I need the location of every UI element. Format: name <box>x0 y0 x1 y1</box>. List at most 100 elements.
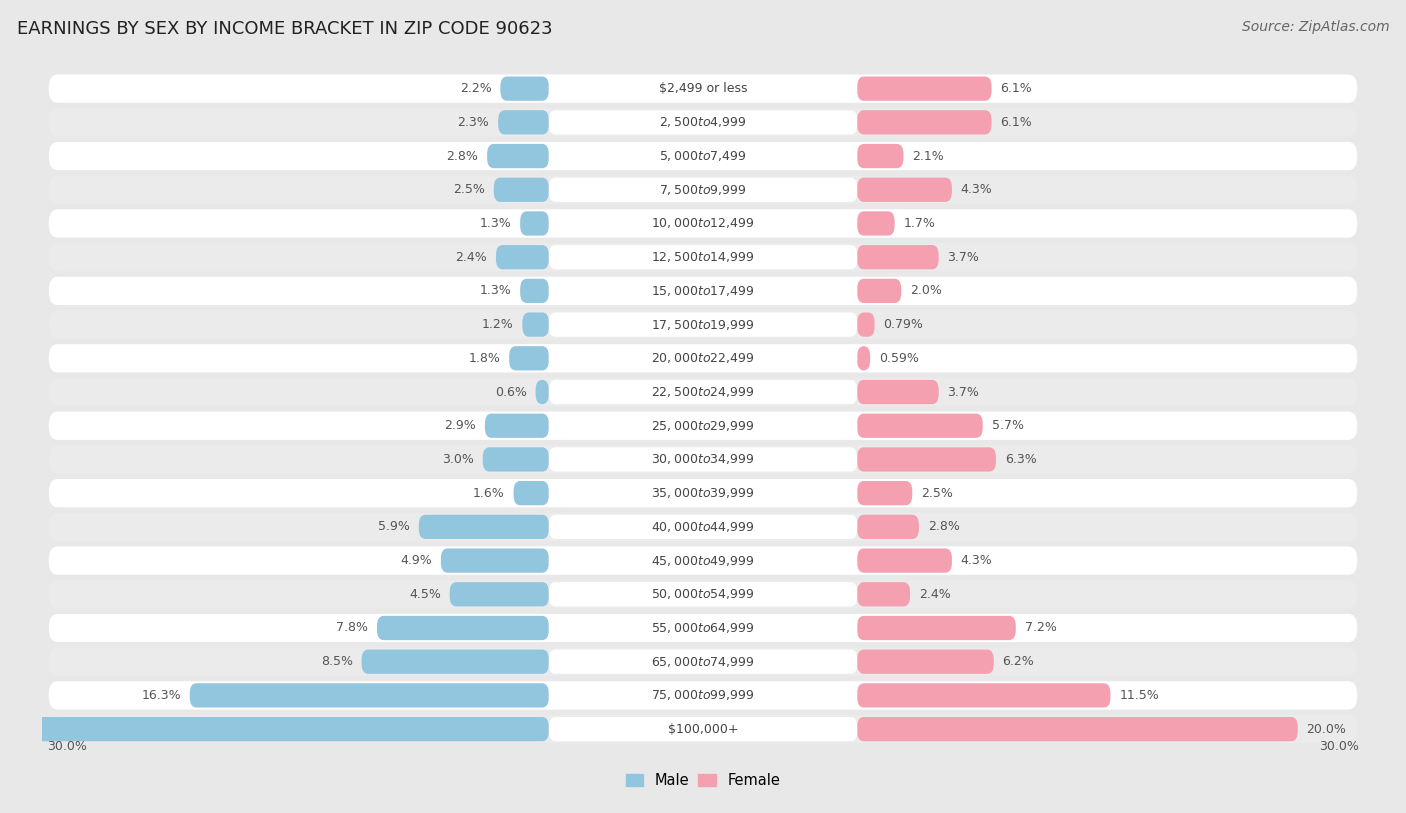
Text: 0.6%: 0.6% <box>495 385 527 398</box>
FancyBboxPatch shape <box>509 346 548 371</box>
Text: $10,000 to $12,499: $10,000 to $12,499 <box>651 216 755 230</box>
FancyBboxPatch shape <box>49 276 1357 305</box>
Text: $65,000 to $74,999: $65,000 to $74,999 <box>651 654 755 669</box>
Text: $12,500 to $14,999: $12,500 to $14,999 <box>651 250 755 264</box>
FancyBboxPatch shape <box>0 717 548 741</box>
FancyBboxPatch shape <box>49 243 1357 272</box>
FancyBboxPatch shape <box>520 211 548 236</box>
FancyBboxPatch shape <box>548 549 858 572</box>
Text: 1.6%: 1.6% <box>472 487 505 500</box>
Text: $40,000 to $44,999: $40,000 to $44,999 <box>651 520 755 534</box>
FancyBboxPatch shape <box>441 549 548 572</box>
Text: $5,000 to $7,499: $5,000 to $7,499 <box>659 149 747 163</box>
Text: $35,000 to $39,999: $35,000 to $39,999 <box>651 486 755 500</box>
FancyBboxPatch shape <box>858 346 870 371</box>
Text: 30.0%: 30.0% <box>46 741 86 754</box>
Text: $2,499 or less: $2,499 or less <box>659 82 747 95</box>
Text: $75,000 to $99,999: $75,000 to $99,999 <box>651 689 755 702</box>
FancyBboxPatch shape <box>49 142 1357 170</box>
Text: 1.2%: 1.2% <box>482 318 513 331</box>
Text: 2.3%: 2.3% <box>457 115 489 128</box>
Text: 0.79%: 0.79% <box>883 318 924 331</box>
FancyBboxPatch shape <box>858 245 939 269</box>
FancyBboxPatch shape <box>536 380 548 404</box>
FancyBboxPatch shape <box>49 378 1357 406</box>
Text: EARNINGS BY SEX BY INCOME BRACKET IN ZIP CODE 90623: EARNINGS BY SEX BY INCOME BRACKET IN ZIP… <box>17 20 553 38</box>
FancyBboxPatch shape <box>501 76 548 101</box>
Text: $22,500 to $24,999: $22,500 to $24,999 <box>651 385 755 399</box>
FancyBboxPatch shape <box>858 380 939 404</box>
Text: 2.4%: 2.4% <box>456 250 486 263</box>
FancyBboxPatch shape <box>49 209 1357 237</box>
FancyBboxPatch shape <box>548 211 858 236</box>
FancyBboxPatch shape <box>548 144 858 168</box>
Text: 0.59%: 0.59% <box>879 352 920 365</box>
FancyBboxPatch shape <box>548 481 858 506</box>
FancyBboxPatch shape <box>548 177 858 202</box>
FancyBboxPatch shape <box>49 75 1357 102</box>
FancyBboxPatch shape <box>486 144 548 168</box>
Text: 1.8%: 1.8% <box>468 352 501 365</box>
FancyBboxPatch shape <box>520 279 548 303</box>
FancyBboxPatch shape <box>548 312 858 337</box>
FancyBboxPatch shape <box>523 312 548 337</box>
FancyBboxPatch shape <box>49 108 1357 137</box>
FancyBboxPatch shape <box>858 650 994 674</box>
Text: $45,000 to $49,999: $45,000 to $49,999 <box>651 554 755 567</box>
FancyBboxPatch shape <box>496 245 548 269</box>
FancyBboxPatch shape <box>49 513 1357 541</box>
FancyBboxPatch shape <box>49 479 1357 507</box>
FancyBboxPatch shape <box>548 582 858 606</box>
Text: $7,500 to $9,999: $7,500 to $9,999 <box>659 183 747 197</box>
FancyBboxPatch shape <box>494 177 548 202</box>
Text: 6.3%: 6.3% <box>1005 453 1036 466</box>
FancyBboxPatch shape <box>361 650 548 674</box>
FancyBboxPatch shape <box>858 111 991 134</box>
Text: $15,000 to $17,499: $15,000 to $17,499 <box>651 284 755 298</box>
FancyBboxPatch shape <box>49 580 1357 608</box>
FancyBboxPatch shape <box>858 447 995 472</box>
Text: $30,000 to $34,999: $30,000 to $34,999 <box>651 453 755 467</box>
Text: 3.0%: 3.0% <box>441 453 474 466</box>
Text: $55,000 to $64,999: $55,000 to $64,999 <box>651 621 755 635</box>
FancyBboxPatch shape <box>548 515 858 539</box>
Text: 2.2%: 2.2% <box>460 82 492 95</box>
FancyBboxPatch shape <box>858 549 952 572</box>
FancyBboxPatch shape <box>49 446 1357 474</box>
Text: 4.9%: 4.9% <box>401 554 432 567</box>
Text: 6.1%: 6.1% <box>1001 82 1032 95</box>
Legend: Male, Female: Male, Female <box>620 767 786 793</box>
FancyBboxPatch shape <box>498 111 548 134</box>
FancyBboxPatch shape <box>858 481 912 506</box>
FancyBboxPatch shape <box>858 414 983 438</box>
Text: 2.4%: 2.4% <box>920 588 950 601</box>
Text: 16.3%: 16.3% <box>142 689 181 702</box>
FancyBboxPatch shape <box>49 546 1357 575</box>
Text: 2.8%: 2.8% <box>928 520 959 533</box>
FancyBboxPatch shape <box>548 650 858 674</box>
FancyBboxPatch shape <box>548 76 858 101</box>
Text: $2,500 to $4,999: $2,500 to $4,999 <box>659 115 747 129</box>
FancyBboxPatch shape <box>858 279 901 303</box>
FancyBboxPatch shape <box>858 144 904 168</box>
FancyBboxPatch shape <box>548 717 858 741</box>
Text: Source: ZipAtlas.com: Source: ZipAtlas.com <box>1241 20 1389 34</box>
Text: 7.8%: 7.8% <box>336 621 368 634</box>
Text: $17,500 to $19,999: $17,500 to $19,999 <box>651 318 755 332</box>
FancyBboxPatch shape <box>548 616 858 640</box>
FancyBboxPatch shape <box>49 681 1357 710</box>
FancyBboxPatch shape <box>548 245 858 269</box>
Text: 2.5%: 2.5% <box>921 487 953 500</box>
FancyBboxPatch shape <box>49 176 1357 204</box>
Text: $50,000 to $54,999: $50,000 to $54,999 <box>651 587 755 602</box>
Text: 3.7%: 3.7% <box>948 250 980 263</box>
Text: $20,000 to $22,499: $20,000 to $22,499 <box>651 351 755 365</box>
Text: 7.2%: 7.2% <box>1025 621 1056 634</box>
FancyBboxPatch shape <box>858 76 991 101</box>
FancyBboxPatch shape <box>49 715 1357 743</box>
FancyBboxPatch shape <box>49 614 1357 642</box>
FancyBboxPatch shape <box>49 411 1357 440</box>
FancyBboxPatch shape <box>858 312 875 337</box>
Text: 8.5%: 8.5% <box>321 655 353 668</box>
FancyBboxPatch shape <box>419 515 548 539</box>
